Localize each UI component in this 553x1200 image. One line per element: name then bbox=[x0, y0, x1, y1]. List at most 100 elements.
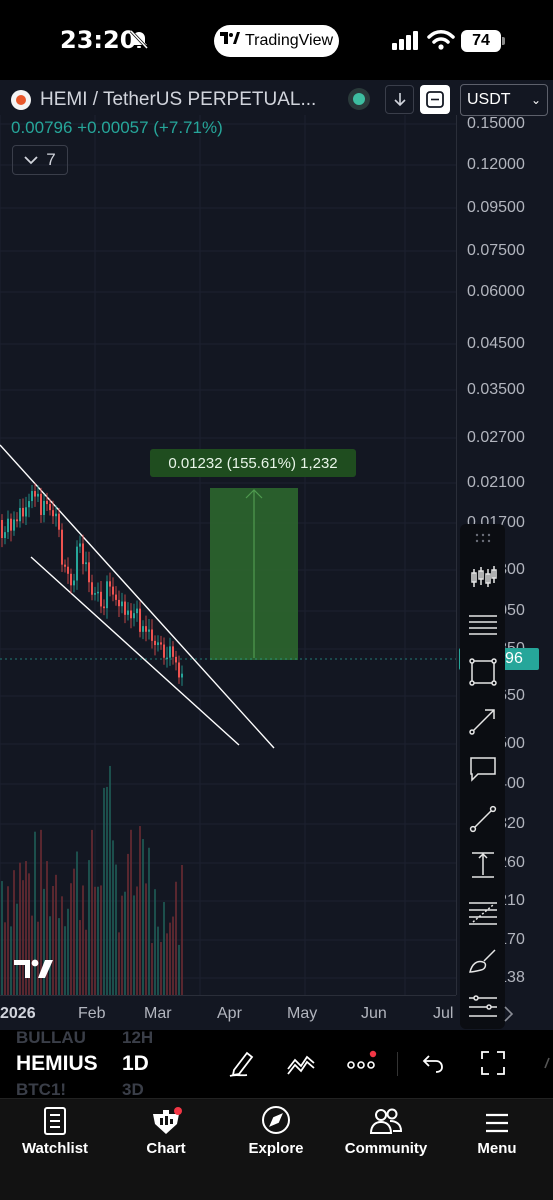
price-range-arrow-head bbox=[245, 489, 263, 499]
candle-body bbox=[25, 507, 27, 517]
price-tick: 0.02100 bbox=[467, 474, 525, 491]
tradingview-pill[interactable]: TradingView bbox=[214, 25, 339, 57]
candle-body bbox=[133, 613, 135, 619]
download-button[interactable] bbox=[385, 85, 414, 114]
volume-bar bbox=[61, 896, 63, 995]
volume-bar bbox=[58, 918, 60, 995]
volume-bar bbox=[70, 883, 72, 995]
candle-body bbox=[58, 513, 60, 530]
candle-body bbox=[13, 519, 15, 531]
price-range-tool-icon[interactable] bbox=[464, 846, 502, 884]
candle-body bbox=[139, 608, 141, 632]
fullscreen-toggle-button[interactable] bbox=[476, 1046, 510, 1080]
tradingview-logo-icon bbox=[219, 31, 240, 51]
candle-body bbox=[136, 608, 138, 614]
toolbar-divider bbox=[397, 1052, 398, 1076]
candle-body bbox=[91, 582, 93, 595]
volume-bar bbox=[22, 880, 24, 995]
ghost-interval-list: 12H 3D bbox=[122, 1028, 153, 1106]
tab-explore[interactable]: Explore bbox=[226, 1100, 326, 1157]
drawing-toolbar[interactable] bbox=[460, 524, 505, 1029]
volume-bar bbox=[115, 864, 117, 995]
candle-body bbox=[160, 642, 162, 645]
channel-lower-line bbox=[30, 556, 240, 746]
interval-selector[interactable]: 1D bbox=[122, 1052, 149, 1075]
wifi-icon bbox=[427, 30, 455, 50]
drawing-pen-button[interactable] bbox=[225, 1046, 259, 1080]
volume-bar bbox=[88, 860, 90, 995]
symbol-header[interactable]: HEMI / TetherUS PERPETUAL... bbox=[0, 84, 456, 114]
volume-bar bbox=[82, 885, 84, 995]
candle-body bbox=[46, 500, 48, 505]
time-axis[interactable]: 2026 Feb Mar Apr May Jun Jul bbox=[0, 995, 456, 1030]
drag-handle-icon[interactable] bbox=[464, 528, 502, 548]
candle-body bbox=[106, 581, 108, 609]
volume-bar bbox=[25, 861, 27, 995]
watchlist-icon bbox=[44, 1107, 66, 1135]
ghost-interval: 12H bbox=[122, 1028, 154, 1047]
candle-body bbox=[127, 610, 129, 615]
candle-body bbox=[22, 507, 24, 517]
arrow-tool-icon[interactable] bbox=[464, 702, 502, 740]
undo-button[interactable] bbox=[415, 1046, 449, 1080]
tab-label: Menu bbox=[477, 1140, 517, 1157]
indicators-toggle[interactable]: 7 bbox=[12, 145, 68, 175]
price-tick: 0.12000 bbox=[467, 156, 525, 173]
currency-select[interactable]: USDT ⌄ bbox=[460, 84, 548, 116]
ghost-symbol: BULLAU bbox=[16, 1028, 86, 1047]
fullscreen-button[interactable] bbox=[420, 85, 450, 114]
volume-bar bbox=[175, 881, 177, 995]
candle-body bbox=[19, 507, 21, 522]
trendline-tool-icon[interactable] bbox=[464, 800, 502, 838]
redo-edge-icon[interactable] bbox=[541, 1048, 553, 1078]
volume-bar bbox=[7, 886, 9, 995]
volume-bar bbox=[91, 829, 93, 995]
volume-bar bbox=[103, 787, 105, 995]
price-range-label: 0.01232 (155.61%) 1,232 bbox=[168, 455, 337, 472]
compass-icon bbox=[262, 1106, 290, 1134]
price-tick: 0.15000 bbox=[467, 115, 525, 132]
volume-bar bbox=[106, 786, 108, 995]
volume-bar bbox=[169, 922, 171, 995]
refresh-frame-icon bbox=[426, 91, 444, 108]
callout-tool-icon[interactable] bbox=[464, 750, 502, 788]
tab-watchlist[interactable]: Watchlist bbox=[5, 1100, 105, 1157]
volume-bar bbox=[172, 916, 174, 995]
candle-body bbox=[34, 491, 36, 497]
candle-body bbox=[85, 562, 87, 565]
candle-body bbox=[169, 646, 171, 658]
tab-bar bbox=[0, 1098, 553, 1200]
volume-bar bbox=[136, 886, 138, 995]
volume-bar bbox=[13, 870, 15, 995]
indicators-button[interactable] bbox=[284, 1046, 318, 1080]
time-tick: Feb bbox=[78, 1005, 106, 1022]
tab-menu[interactable]: Menu bbox=[447, 1100, 547, 1157]
tab-community[interactable]: Community bbox=[336, 1100, 436, 1157]
candle-body bbox=[64, 564, 66, 567]
rectangle-tool-icon[interactable] bbox=[464, 653, 502, 691]
price-change-line: 0.00796 +0.00057 (+7.71%) bbox=[11, 118, 223, 137]
brush-tool-icon[interactable] bbox=[464, 942, 502, 980]
more-button[interactable] bbox=[344, 1046, 378, 1080]
fib-tool-icon[interactable] bbox=[464, 894, 502, 932]
volume-bar bbox=[112, 840, 114, 995]
volume-bar bbox=[31, 915, 33, 995]
pattern-tool-icon[interactable] bbox=[464, 988, 502, 1026]
candle-body bbox=[181, 673, 183, 678]
chevron-right-icon[interactable] bbox=[503, 1005, 515, 1023]
candle-body bbox=[28, 501, 30, 508]
community-icon bbox=[369, 1108, 403, 1134]
symbol-title[interactable]: HEMI / TetherUS PERPETUAL... bbox=[40, 89, 317, 110]
lines-tool-icon[interactable] bbox=[464, 606, 502, 644]
tab-chart[interactable]: Chart bbox=[116, 1100, 216, 1157]
volume-bar bbox=[127, 853, 129, 995]
menu-icon bbox=[486, 1113, 508, 1133]
candles-tool-icon[interactable] bbox=[464, 558, 502, 596]
time-tick: Mar bbox=[144, 1005, 172, 1022]
candle-body bbox=[145, 626, 147, 632]
chart-canvas[interactable]: 0.01232 (155.61%) 1,232 bbox=[0, 80, 553, 1030]
volume-bar bbox=[73, 868, 75, 995]
volume-bar bbox=[121, 895, 123, 995]
market-status-icon[interactable] bbox=[348, 88, 370, 110]
symbol-selector[interactable]: HEMIUS bbox=[16, 1052, 98, 1076]
